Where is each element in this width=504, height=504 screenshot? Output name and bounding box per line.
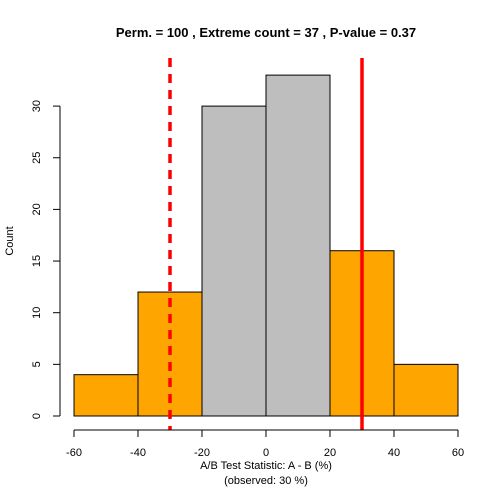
- x-axis-label: A/B Test Statistic: A - B (%): [200, 460, 332, 472]
- chart-title: Perm. = 100 , Extreme count = 37 , P-val…: [116, 25, 416, 40]
- y-tick-label-5: 25: [31, 152, 43, 164]
- y-tick-label-3: 15: [31, 255, 43, 267]
- y-tick-label-4: 20: [31, 203, 43, 215]
- y-axis-label: Count: [4, 226, 16, 255]
- x-tick-label-3: 0: [263, 447, 269, 459]
- histogram-bar-5: [393, 363, 459, 417]
- bars-group: [73, 74, 459, 417]
- reference-lines: [168, 58, 364, 430]
- x-tick-label-4: 20: [324, 447, 336, 459]
- y-tick-label-6: 30: [31, 100, 43, 112]
- x-axis: -60 -40 -20 0 20 40 60: [66, 429, 464, 459]
- x-tick-label-5: 40: [388, 447, 400, 459]
- histogram-bar-0: [73, 374, 139, 417]
- y-tick-label-2: 10: [31, 307, 43, 319]
- x-tick-label-6: 60: [452, 447, 464, 459]
- y-tick-label-1: 5: [31, 361, 43, 367]
- x-axis-sublabel: (observed: 30 %): [224, 475, 308, 487]
- histogram-bar-3: [265, 74, 331, 417]
- x-tick-label-2: -20: [194, 447, 210, 459]
- x-tick-label-0: -60: [66, 447, 82, 459]
- y-axis: 0 5 10 15 20 25 30: [31, 100, 61, 419]
- histogram-bar-2: [201, 105, 267, 417]
- y-tick-label-0: 0: [31, 413, 43, 419]
- x-tick-label-1: -40: [130, 447, 146, 459]
